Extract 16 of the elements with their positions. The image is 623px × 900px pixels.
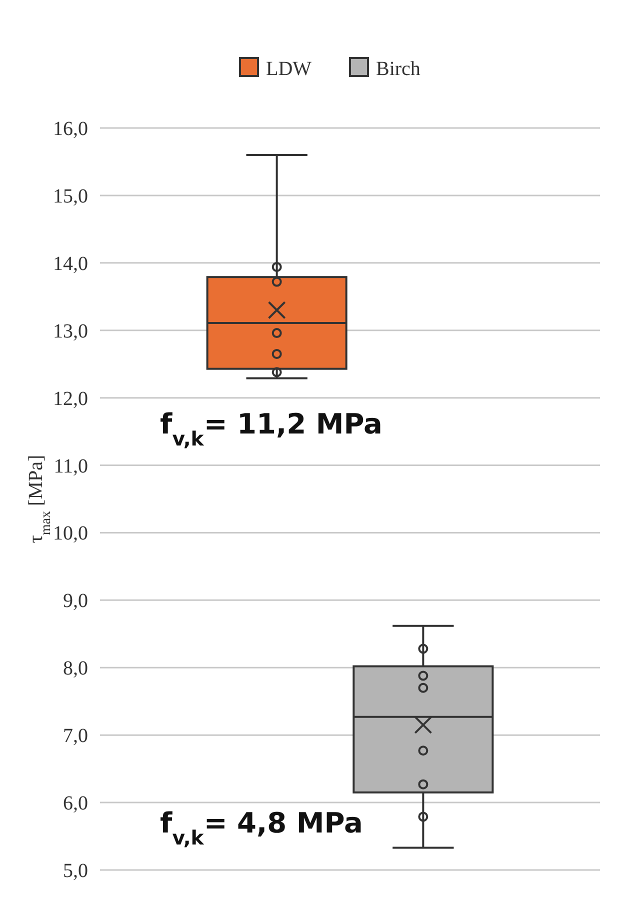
annotation: f$_{v,k}$= 11,2 MPa [160, 407, 382, 450]
legend-label: LDW [266, 58, 312, 80]
y-tick-label: 10,0 [53, 522, 88, 545]
y-tick-label: 9,0 [63, 590, 88, 612]
annotation: f$_{v,k}$= 4,8 MPa [160, 806, 363, 850]
y-tick-label: 15,0 [53, 185, 88, 208]
legend-label: Birch [376, 58, 420, 80]
y-tick-label: 12,0 [53, 388, 88, 410]
y-tick-label: 14,0 [53, 252, 88, 275]
y-tick-label: 16,0 [53, 118, 88, 140]
y-tick-label: 11,0 [54, 455, 88, 478]
y-tick-label: 8,0 [63, 658, 88, 680]
y-tick-label: 5,0 [63, 860, 88, 882]
y-tick-label: 7,0 [63, 725, 88, 748]
y-tick-label: 13,0 [53, 320, 88, 342]
y-tick-label: 6,0 [63, 792, 88, 815]
